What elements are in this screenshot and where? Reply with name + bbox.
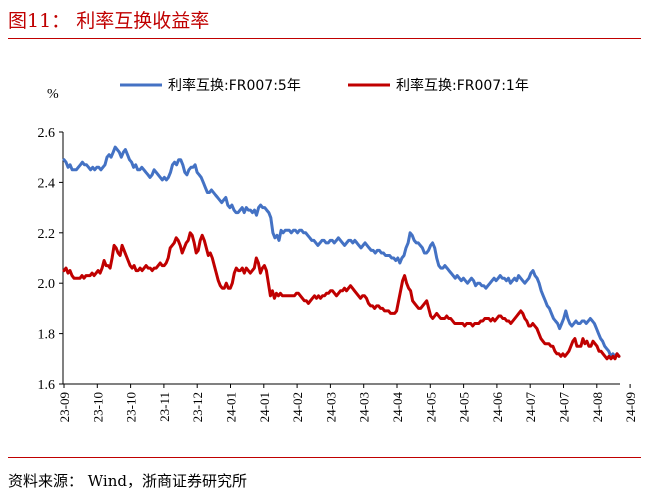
x-tick-label: 24-01 (224, 392, 239, 422)
x-tick-label: 24-02 (290, 392, 305, 422)
y-tick-label: 2.0 (38, 277, 56, 292)
x-tick-label: 23-10 (124, 392, 139, 422)
footer-rule (8, 457, 641, 458)
y-tick-label: 2.6 (38, 126, 56, 141)
x-tick-label: 24-05 (457, 392, 472, 422)
series-line-1y (62, 231, 621, 361)
chart-legend: 利率互换:FR007:5年 利率互换:FR007:1年 (120, 77, 529, 94)
x-tick-label: 24-06 (490, 392, 505, 423)
x-tick-label: 24-01 (257, 392, 272, 422)
x-tick-label: 24-08 (590, 392, 605, 422)
series-layer (62, 145, 621, 361)
x-tick-label: 24-03 (323, 392, 338, 422)
y-axis: 1.6 1.8 2.0 2.2 2.4 2.6 (38, 126, 64, 393)
x-tick-label: 24-07 (523, 392, 538, 423)
x-tick-label: 24-04 (390, 392, 405, 423)
x-axis: 23-09 23-10 23-10 23-11 23-12 24-01 24-01 24-02… (57, 383, 638, 423)
legend-label: 利率互换:FR007:1年 (396, 77, 529, 94)
x-tick-label: 23-10 (90, 392, 105, 422)
figure-title: 图11： 利率互换收益率 (8, 10, 210, 32)
header-rule (8, 38, 641, 39)
x-tick-label: 24-03 (357, 392, 372, 422)
y-tick-label: 2.4 (38, 176, 56, 191)
y-axis-label: % (47, 87, 59, 102)
x-tick-label: 23-12 (190, 392, 205, 422)
y-tick-label: 2.2 (38, 227, 56, 242)
legend-label: 利率互换:FR007:5年 (168, 77, 301, 94)
x-tick-label: 24-05 (423, 392, 438, 422)
y-tick-label: 1.8 (38, 328, 56, 343)
x-tick-label: 23-09 (57, 392, 72, 422)
series-line-5y (62, 145, 621, 358)
figure-source: 资料来源： Wind，浙商证券研究所 (8, 472, 247, 490)
x-tick-label: 24-09 (623, 392, 638, 422)
y-tick-label: 1.6 (38, 378, 56, 393)
x-tick-label: 23-11 (157, 392, 172, 422)
figure-header: 图11： 利率互换收益率 (8, 4, 649, 34)
x-tick-label: 24-07 (557, 392, 572, 423)
